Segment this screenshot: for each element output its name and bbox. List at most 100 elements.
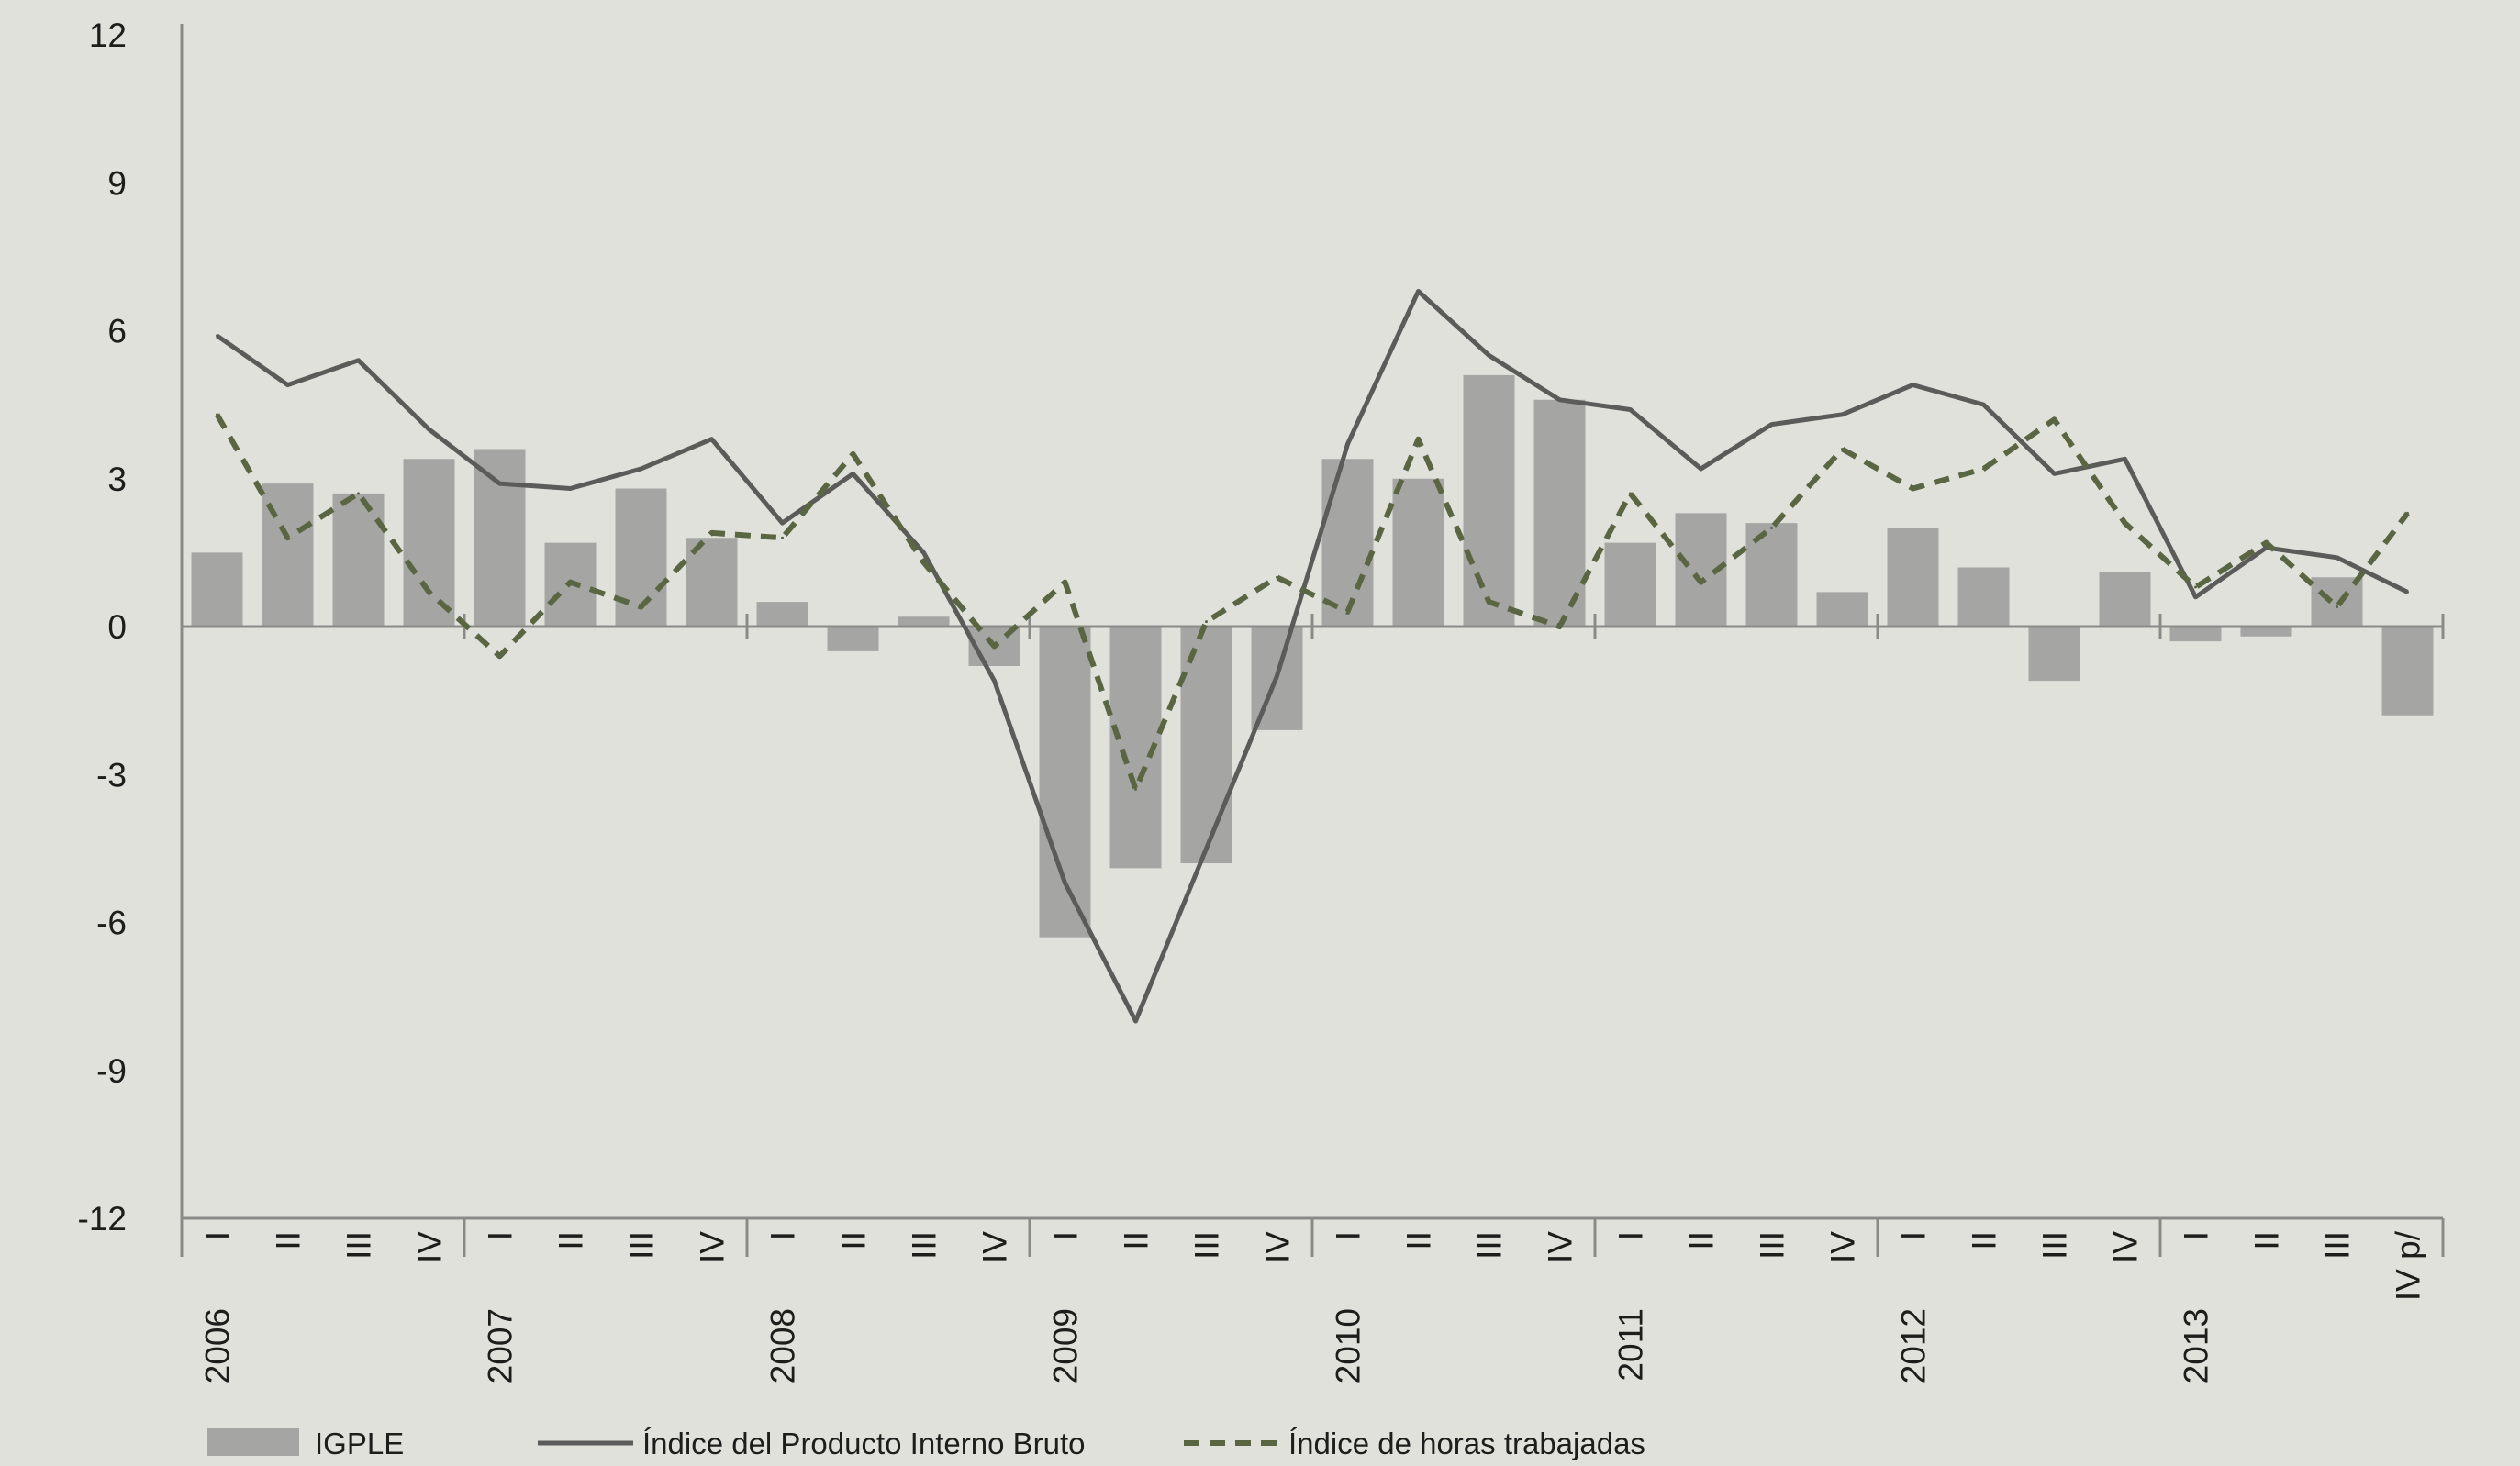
point-pib: [2194, 595, 2197, 599]
bar-igple: [1533, 399, 1586, 627]
x-quarter-label: III: [1471, 1231, 1509, 1260]
bar-igple: [1604, 542, 1656, 627]
x-quarter-label: IV: [2107, 1231, 2145, 1263]
x-quarter-label: I: [482, 1231, 519, 1240]
bar-igple: [898, 616, 950, 627]
x-year-label: 2012: [1895, 1308, 1933, 1383]
point-pib: [781, 521, 784, 525]
point-horas-trabajadas: [640, 605, 642, 608]
x-year-label: 2009: [1047, 1308, 1085, 1383]
point-horas-trabajadas: [498, 654, 501, 658]
point-pib: [922, 550, 925, 554]
x-quarter-label: III: [623, 1231, 661, 1260]
point-horas-trabajadas: [1558, 625, 1561, 628]
legend-swatch-igple: [207, 1428, 299, 1456]
point-pib: [1770, 423, 1773, 427]
point-horas-trabajadas: [1629, 492, 1632, 495]
bar-igple: [1957, 567, 2010, 627]
bars-layer: [191, 374, 2434, 938]
x-quarter-label: III: [340, 1231, 378, 1260]
x-quarter-label: II: [835, 1231, 873, 1250]
x-quarter-label: I: [2178, 1231, 2215, 1240]
x-quarter-label: III: [1754, 1231, 1791, 1260]
point-pib: [640, 467, 642, 471]
x-quarter-label: I: [1895, 1231, 1933, 1240]
point-horas-trabajadas: [710, 531, 713, 535]
point-horas-trabajadas: [569, 581, 572, 584]
point-horas-trabajadas: [2053, 417, 2056, 421]
x-year-label: 2006: [199, 1308, 237, 1383]
point-horas-trabajadas: [852, 452, 854, 456]
point-pib: [1417, 290, 1420, 293]
point-pib: [2053, 472, 2056, 475]
point-horas-trabajadas: [1064, 581, 1066, 584]
point-horas-trabajadas: [1488, 600, 1490, 604]
x-quarter-label: II: [1966, 1231, 2003, 1250]
bar-igple: [2169, 627, 2222, 642]
x-quarter-label: IV: [1259, 1231, 1297, 1263]
x-quarter-label: III: [906, 1231, 943, 1260]
bar-igple: [2099, 572, 2151, 627]
axes-layer: [180, 24, 2445, 1257]
line-horas-trabajadas: [214, 413, 2410, 793]
x-quarter-label: IV: [976, 1231, 1014, 1263]
legend-label-igple: IGPLE: [315, 1427, 404, 1460]
bar-igple: [474, 449, 526, 627]
point-horas-trabajadas: [922, 561, 925, 564]
point-pib: [357, 359, 360, 362]
point-pib: [2406, 590, 2409, 594]
point-pib: [2124, 457, 2126, 461]
point-horas-trabajadas: [1912, 487, 1914, 490]
y-tick-label: -3: [96, 756, 127, 794]
x-quarter-label: IV: [1542, 1231, 1579, 1263]
point-horas-trabajadas: [1982, 467, 1985, 471]
bar-igple: [1180, 627, 1232, 863]
legend-label-pib: Índice del Producto Interno Bruto: [642, 1427, 1085, 1460]
point-pib: [428, 428, 430, 431]
point-horas-trabajadas: [2124, 521, 2126, 525]
x-quarter-label: I: [199, 1231, 237, 1240]
point-pib: [1276, 674, 1278, 678]
x-quarter-label: II: [1118, 1231, 1155, 1250]
x-quarter-label: III: [1188, 1231, 1226, 1260]
point-horas-trabajadas: [428, 590, 430, 594]
x-quarter-label: I: [1612, 1231, 1650, 1240]
y-tick-label: 12: [89, 17, 127, 54]
bar-igple: [756, 602, 808, 627]
point-pib: [1700, 467, 1702, 471]
point-pib: [1912, 383, 1914, 387]
y-tick-label: 6: [107, 313, 127, 350]
bar-igple: [1463, 374, 1515, 627]
x-quarter-label: I: [764, 1231, 802, 1240]
legend-label-horas: Índice de horas trabajadas: [1288, 1427, 1645, 1460]
point-horas-trabajadas: [286, 536, 289, 539]
point-horas-trabajadas: [2336, 605, 2338, 608]
y-tick-label: -9: [96, 1052, 127, 1090]
point-horas-trabajadas: [1346, 610, 1349, 614]
x-quarter-label: IV p/: [2390, 1230, 2427, 1301]
point-horas-trabajadas: [1841, 448, 1844, 450]
point-pib: [1346, 442, 1349, 446]
bar-igple: [2381, 627, 2434, 716]
x-quarter-label: III: [2319, 1231, 2357, 1260]
bar-igple: [403, 459, 455, 627]
point-horas-trabajadas: [781, 536, 784, 539]
point-horas-trabajadas: [1276, 575, 1278, 579]
point-horas-trabajadas: [216, 413, 218, 416]
x-quarter-label: IV: [411, 1231, 449, 1263]
x-quarter-label: II: [2248, 1231, 2286, 1250]
x-quarter-label: II: [1400, 1231, 1438, 1250]
point-pib: [710, 438, 713, 441]
bar-igple: [332, 493, 385, 627]
point-pib: [1841, 413, 1844, 416]
x-quarter-label: II: [270, 1231, 307, 1250]
y-tick-label: -6: [96, 905, 127, 942]
bar-igple: [827, 627, 879, 651]
point-pib: [1134, 1019, 1137, 1023]
point-pib: [2336, 556, 2338, 560]
point-pib: [1629, 408, 1632, 411]
lines-layer: [214, 289, 2410, 1024]
bar-igple: [1887, 528, 1939, 627]
